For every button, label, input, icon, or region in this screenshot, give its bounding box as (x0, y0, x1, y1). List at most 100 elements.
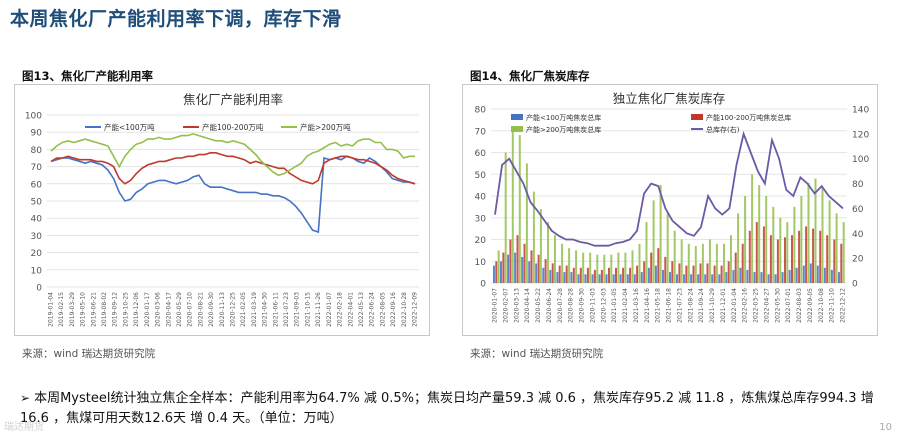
series-bar (732, 269, 735, 283)
series-bar (762, 226, 765, 283)
series-bar (610, 254, 613, 283)
x-tick-label: 2021-05-18 (655, 288, 662, 323)
series-bar (694, 246, 697, 283)
series-bar (690, 274, 693, 283)
series-bar (514, 252, 517, 283)
series-line (50, 152, 416, 185)
series-bar (727, 261, 730, 284)
y-tick-label-left: 50 (475, 171, 487, 181)
series-bar (640, 272, 643, 283)
series-bar (530, 250, 533, 283)
series-bar (741, 243, 744, 283)
series-bar (579, 267, 582, 283)
series-bar (830, 269, 833, 283)
series-bar (805, 226, 808, 283)
x-tick-label: 2021-10-15 (304, 292, 311, 327)
series-bar (760, 272, 763, 283)
x-tick-label: 2022-04-01 (347, 292, 354, 327)
series-bar (636, 265, 639, 283)
y-tick-label-left: 10 (475, 258, 487, 268)
series-bar (525, 163, 528, 283)
series-bar (497, 250, 500, 283)
series-bar (654, 265, 657, 283)
x-tick-label: 2021-03-19 (251, 292, 258, 327)
series-bar (556, 272, 559, 283)
series-bar (570, 272, 573, 283)
x-tick-label: 2021-06-11 (272, 292, 279, 327)
x-tick-label: 2020-08-28 (568, 288, 575, 323)
y-tick-label: 100 (25, 112, 42, 122)
series-bar (784, 237, 786, 283)
series-bar (493, 265, 495, 283)
y-tick-label: 10 (31, 266, 43, 276)
series-bar (704, 274, 707, 283)
y-tick-label-right: 140 (852, 106, 869, 116)
x-tick-label: 2021-01-05 (611, 288, 618, 323)
legend-label: 产能>200万吨焦炭总库 (526, 125, 601, 134)
series-bar (532, 191, 535, 283)
series-bar (561, 243, 564, 283)
series-bar (746, 269, 749, 283)
y-tick-label: 60 (31, 180, 43, 190)
series-bar (650, 252, 653, 283)
legend-label: 产能100-200万吨 (202, 122, 264, 132)
series-bar (737, 213, 740, 283)
series-bar (673, 230, 676, 283)
series-bar (739, 267, 742, 283)
figure-14-label: 图14、焦化厂焦炭库存 (470, 69, 590, 83)
series-bar (577, 274, 580, 283)
series-bar (547, 222, 549, 283)
series-bar (633, 274, 636, 283)
x-tick-label: 2021-07-23 (283, 292, 290, 327)
series-bar (840, 243, 843, 283)
series-bar (535, 263, 538, 283)
series-bar (678, 263, 681, 283)
series-bar (680, 239, 683, 283)
x-tick-label: 2021-06-18 (666, 288, 673, 323)
series-bar (619, 274, 622, 283)
series-bar (528, 261, 531, 284)
series-bar (544, 259, 547, 283)
series-bar (706, 263, 709, 283)
series-bar (537, 254, 540, 283)
series-bar (502, 252, 505, 283)
summary-paragraph: ➢ 本周Mysteel统计独立焦企全样本：产能利用率为64.7% 减 0.5%；焦… (20, 388, 890, 429)
series-bar (643, 261, 646, 284)
x-tick-label: 2022-11-10 (829, 288, 836, 323)
page-title: 本周焦化厂产能利用率下调，库存下滑 (10, 8, 342, 30)
x-tick-label: 2019-05-10 (80, 292, 87, 327)
y-tick-label-left: 40 (475, 193, 487, 203)
x-tick-label: 2019-10-25 (122, 292, 129, 327)
bullet-icon: ➢ (20, 391, 31, 405)
series-bar (723, 243, 725, 283)
x-tick-label: 2021-02-05 (240, 292, 247, 327)
x-tick-label: 2022-09-05 (807, 288, 814, 323)
series-bar (807, 183, 810, 283)
y-tick-label-left: 70 (475, 127, 487, 137)
x-tick-label: 2022-04-27 (763, 288, 770, 323)
x-tick-label: 2021-12-01 (720, 288, 727, 323)
series-bar (701, 243, 704, 283)
series-bar (755, 222, 758, 283)
x-tick-label: 2019-06-21 (90, 292, 97, 327)
legend-swatch (511, 126, 523, 132)
x-tick-label: 2020-04-14 (524, 288, 531, 323)
series-bar (744, 196, 747, 283)
y-tick-label: 40 (31, 215, 43, 225)
series-bar (734, 252, 737, 283)
series-bar (772, 206, 775, 283)
x-tick-label: 2020-09-30 (208, 292, 215, 327)
series-bar (814, 178, 817, 283)
series-bar (539, 209, 542, 283)
y-tick-label-left: 20 (475, 236, 487, 246)
series-bar (662, 269, 664, 283)
series-bar (568, 248, 571, 283)
series-bar (516, 235, 519, 283)
y-tick-label: 0 (36, 284, 42, 294)
x-tick-label: 2022-12-12 (840, 288, 847, 323)
series-bar (697, 274, 700, 283)
utilization-chart: 焦化厂产能利用率 0 10 20 30 40 50 60 70 80 90 100 2019-01-04… (25, 92, 419, 327)
x-tick-label: 2022-01-07 (326, 292, 333, 327)
series-bar (765, 196, 768, 283)
x-tick-label: 2022-03-25 (753, 288, 760, 323)
